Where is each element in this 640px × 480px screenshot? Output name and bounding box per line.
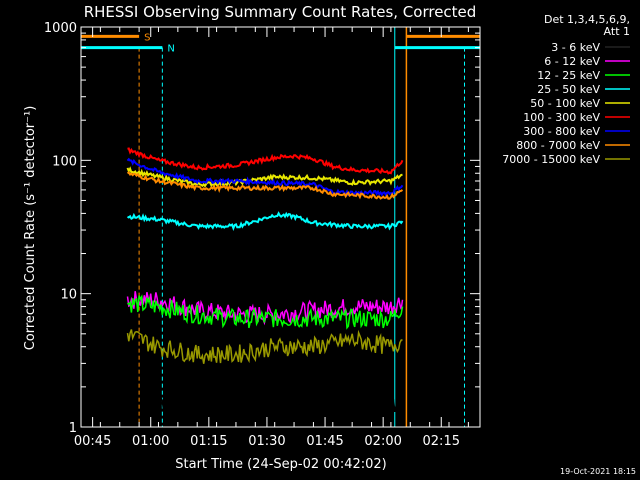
axes: 1 10 100 1000 00:45 01:00 01:15 01:30 01:45 02:00… bbox=[44, 21, 481, 449]
y-tick-label: 100 bbox=[52, 154, 77, 169]
legend-entry-label: 300 - 800 keV bbox=[523, 125, 600, 138]
legend-entry-label: 800 - 7000 keV bbox=[516, 139, 600, 152]
chart-title: RHESSI Observing Summary Count Rates, Co… bbox=[84, 3, 477, 21]
x-tick-label: 00:45 bbox=[74, 434, 111, 449]
legend-entry-label: 7000 - 15000 keV bbox=[502, 153, 600, 166]
series-line-5 bbox=[127, 147, 404, 175]
series-line-0 bbox=[146, 393, 404, 416]
series-line-7 bbox=[126, 171, 404, 200]
y-axis-label: Corrected Count Rate (s⁻¹ detector⁻¹) bbox=[23, 106, 38, 351]
legend-entry-label: 12 - 25 keV bbox=[537, 69, 600, 82]
series-line-2 bbox=[126, 294, 404, 330]
series-line-8 bbox=[126, 329, 403, 364]
y-tick-label: 1 bbox=[69, 421, 77, 436]
x-tick-label: 01:15 bbox=[190, 434, 227, 449]
series-line-3 bbox=[127, 211, 404, 231]
y-tick-label: 10 bbox=[60, 288, 77, 303]
legend-entry-label: 50 - 100 keV bbox=[530, 97, 600, 110]
legend-entry-label: 100 - 300 keV bbox=[523, 111, 600, 124]
legend-entry-label: 25 - 50 keV bbox=[537, 83, 600, 96]
x-tick-label: 02:15 bbox=[423, 434, 460, 449]
legend-header: Det 1,3,4,5,6,9, bbox=[544, 13, 630, 26]
x-axis-label: Start Time (24-Sep-02 00:42:02) bbox=[175, 457, 386, 472]
annotation-n: N bbox=[167, 44, 174, 55]
x-tick-label: 02:00 bbox=[364, 434, 401, 449]
annotation-s: S bbox=[144, 32, 150, 43]
legend-header: Att 1 bbox=[604, 25, 630, 38]
footer-timestamp: 19-Oct-2021 18:15 bbox=[560, 467, 636, 476]
x-tick-label: 01:30 bbox=[248, 434, 285, 449]
series-line-4 bbox=[126, 166, 403, 188]
x-tick-label: 01:45 bbox=[306, 434, 343, 449]
legend-entry-label: 3 - 6 keV bbox=[551, 41, 600, 54]
y-tick-label: 1000 bbox=[44, 21, 77, 36]
legend-entry-label: 6 - 12 keV bbox=[544, 55, 600, 68]
x-tick-label: 01:00 bbox=[132, 434, 169, 449]
plot-frame bbox=[80, 26, 481, 428]
series-line-6 bbox=[126, 157, 404, 197]
plot-area: SN bbox=[80, 27, 480, 427]
